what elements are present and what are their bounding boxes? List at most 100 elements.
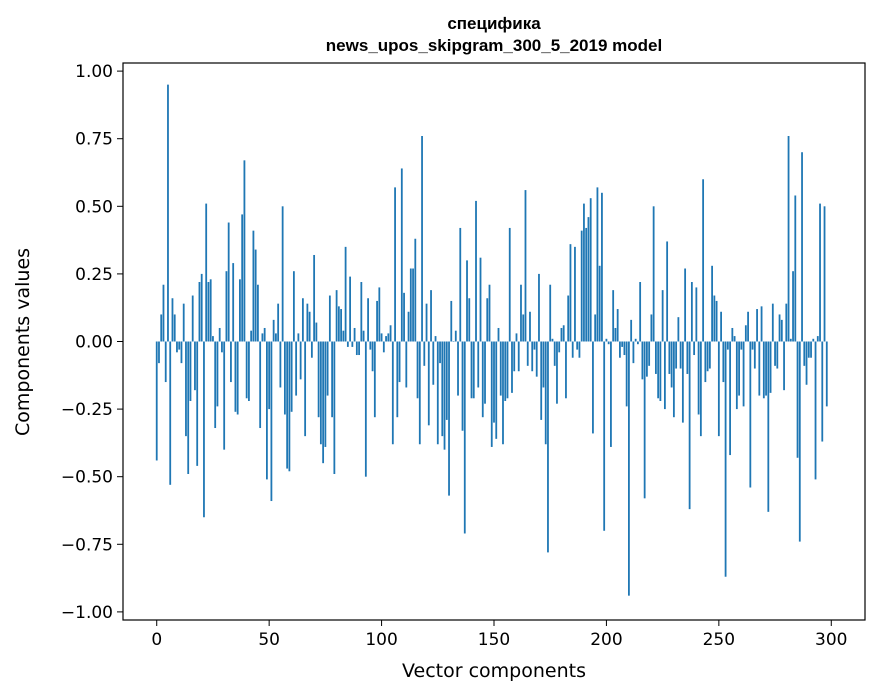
- bar-45: [257, 284, 259, 342]
- bar-34: [232, 263, 235, 342]
- bar-110: [403, 292, 405, 342]
- bar-155: [504, 341, 507, 401]
- bar-100: [380, 333, 383, 342]
- bar-52: [272, 319, 275, 342]
- bar-83: [342, 330, 345, 342]
- bar-222: [654, 341, 657, 374]
- bar-11: [180, 341, 183, 364]
- bar-105: [391, 341, 394, 445]
- bar-119: [423, 341, 426, 366]
- y-tick-label: 1.00: [75, 62, 113, 82]
- bar-184: [569, 244, 572, 342]
- bar-85: [346, 341, 349, 347]
- y-tick-label: 0.25: [75, 265, 113, 285]
- bar-117: [418, 341, 421, 445]
- bar-67: [306, 303, 309, 342]
- chart-title-line1: специфика: [447, 14, 541, 33]
- bar-141: [472, 341, 475, 399]
- bar-144: [479, 257, 482, 342]
- bar-3: [162, 284, 165, 342]
- bar-76: [326, 341, 329, 396]
- bar-187: [576, 341, 579, 350]
- bar-132: [452, 341, 455, 342]
- bar-268: [758, 341, 761, 396]
- bar-219: [648, 341, 651, 366]
- bar-130: [448, 341, 450, 496]
- bar-259: [738, 341, 740, 396]
- bar-91: [360, 282, 363, 342]
- bar-99: [378, 287, 381, 342]
- bar-180: [560, 327, 563, 342]
- bar-4: [164, 341, 167, 383]
- bar-48: [263, 327, 266, 342]
- y-axis-label: Components values: [12, 248, 34, 436]
- bar-23: [207, 282, 210, 342]
- bar-57: [283, 341, 286, 415]
- bar-242: [699, 341, 702, 437]
- bar-208: [623, 341, 626, 356]
- bar-277: [778, 314, 781, 342]
- bar-248: [713, 295, 716, 342]
- bar-196: [596, 187, 599, 342]
- bar-107: [396, 341, 399, 418]
- bar-33: [230, 341, 232, 383]
- bar-252: [722, 341, 725, 383]
- bar-116: [416, 341, 419, 399]
- bar-275: [774, 341, 776, 366]
- bar-230: [672, 341, 675, 418]
- bar-171: [540, 341, 543, 420]
- bar-291: [810, 341, 812, 358]
- bar-201: [607, 341, 610, 345]
- bar-231: [675, 341, 678, 369]
- bar-41: [248, 341, 250, 401]
- bar-147: [486, 298, 489, 342]
- bar-181: [562, 325, 565, 342]
- bar-133: [454, 330, 457, 342]
- bar-58: [286, 341, 289, 469]
- bar-197: [598, 265, 601, 342]
- bar-294: [816, 336, 819, 342]
- bar-30: [223, 341, 226, 450]
- bar-54: [277, 303, 280, 342]
- bar-211: [630, 319, 633, 342]
- bar-177: [553, 341, 556, 366]
- bar-271: [765, 341, 767, 396]
- bar-47: [261, 333, 264, 342]
- bar-194: [592, 341, 594, 434]
- bar-251: [720, 311, 722, 342]
- bar-195: [594, 314, 597, 342]
- y-tick-label: −0.25: [61, 400, 113, 420]
- bar-207: [621, 341, 624, 347]
- bar-28: [218, 327, 221, 342]
- bar-253: [724, 341, 727, 577]
- bar-255: [729, 341, 731, 456]
- bar-285: [796, 341, 799, 458]
- bar-97: [373, 341, 376, 418]
- bar-42: [250, 330, 253, 342]
- bar-241: [697, 341, 700, 415]
- bar-237: [688, 341, 691, 510]
- bar-210: [628, 341, 630, 596]
- bar-191: [585, 227, 588, 342]
- bar-223: [657, 341, 660, 399]
- bar-263: [747, 311, 749, 342]
- bar-238: [690, 282, 693, 342]
- bar-135: [459, 227, 462, 342]
- x-tick-label: 50: [258, 630, 280, 650]
- x-tick-label: 300: [815, 630, 847, 650]
- bar-156: [506, 341, 509, 399]
- bar-104: [389, 325, 392, 342]
- bar-160: [515, 333, 518, 342]
- bar-165: [526, 341, 529, 366]
- bar-152: [497, 327, 500, 342]
- bar-136: [461, 341, 464, 431]
- x-axis-ticks: 0 50 100 150 200 250 300: [151, 620, 847, 650]
- bar-122: [430, 290, 432, 342]
- bar-190: [583, 203, 585, 342]
- bar-127: [441, 341, 444, 437]
- bar-153: [499, 341, 502, 396]
- bar-249: [715, 300, 718, 342]
- bar-7: [171, 298, 174, 342]
- bar-297: [823, 206, 826, 342]
- bar-232: [677, 317, 680, 342]
